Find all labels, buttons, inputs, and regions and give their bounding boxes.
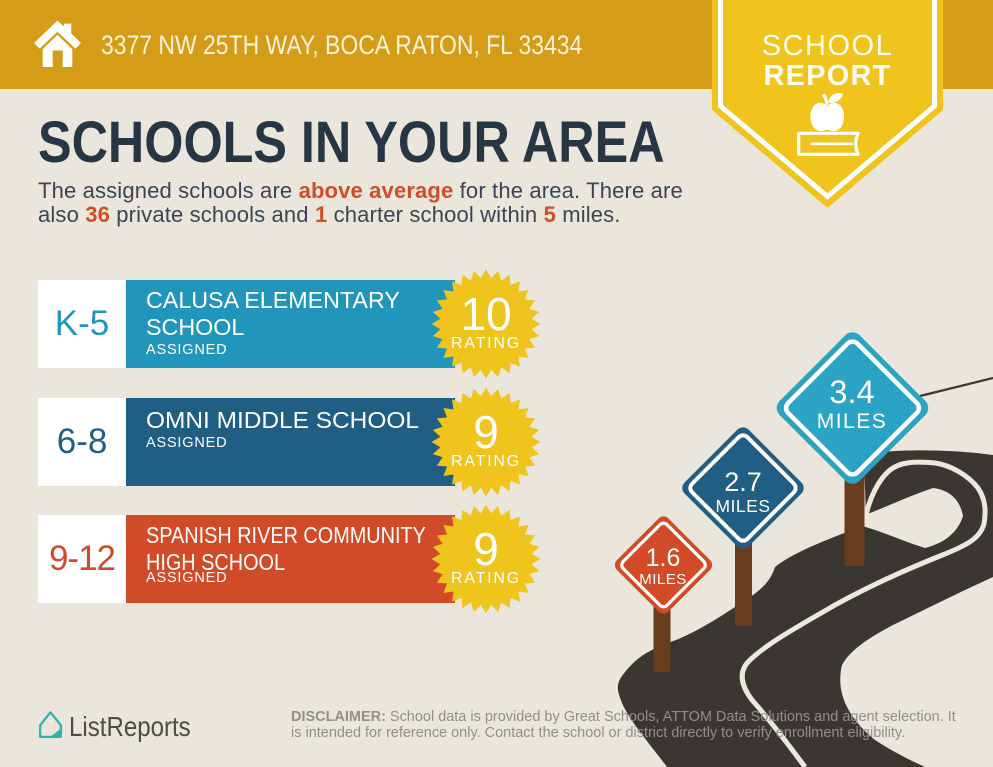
svg-text:3.4: 3.4 [829,374,874,410]
svg-text:RATING: RATING [451,453,521,470]
svg-text:MILES: MILES [715,496,770,516]
svg-text:RATING: RATING [451,335,521,352]
svg-text:MILES: MILES [639,571,687,588]
svg-text:MILES: MILES [817,410,888,433]
svg-text:2.7: 2.7 [724,467,762,497]
svg-text:9: 9 [473,406,499,458]
svg-text:REPORT: REPORT [763,60,891,92]
svg-text:10: 10 [460,288,511,340]
svg-text:SCHOOL: SCHOOL [762,30,893,62]
svg-text:RATING: RATING [451,570,521,587]
svg-text:9: 9 [473,523,499,575]
svg-text:1.6: 1.6 [646,544,681,572]
